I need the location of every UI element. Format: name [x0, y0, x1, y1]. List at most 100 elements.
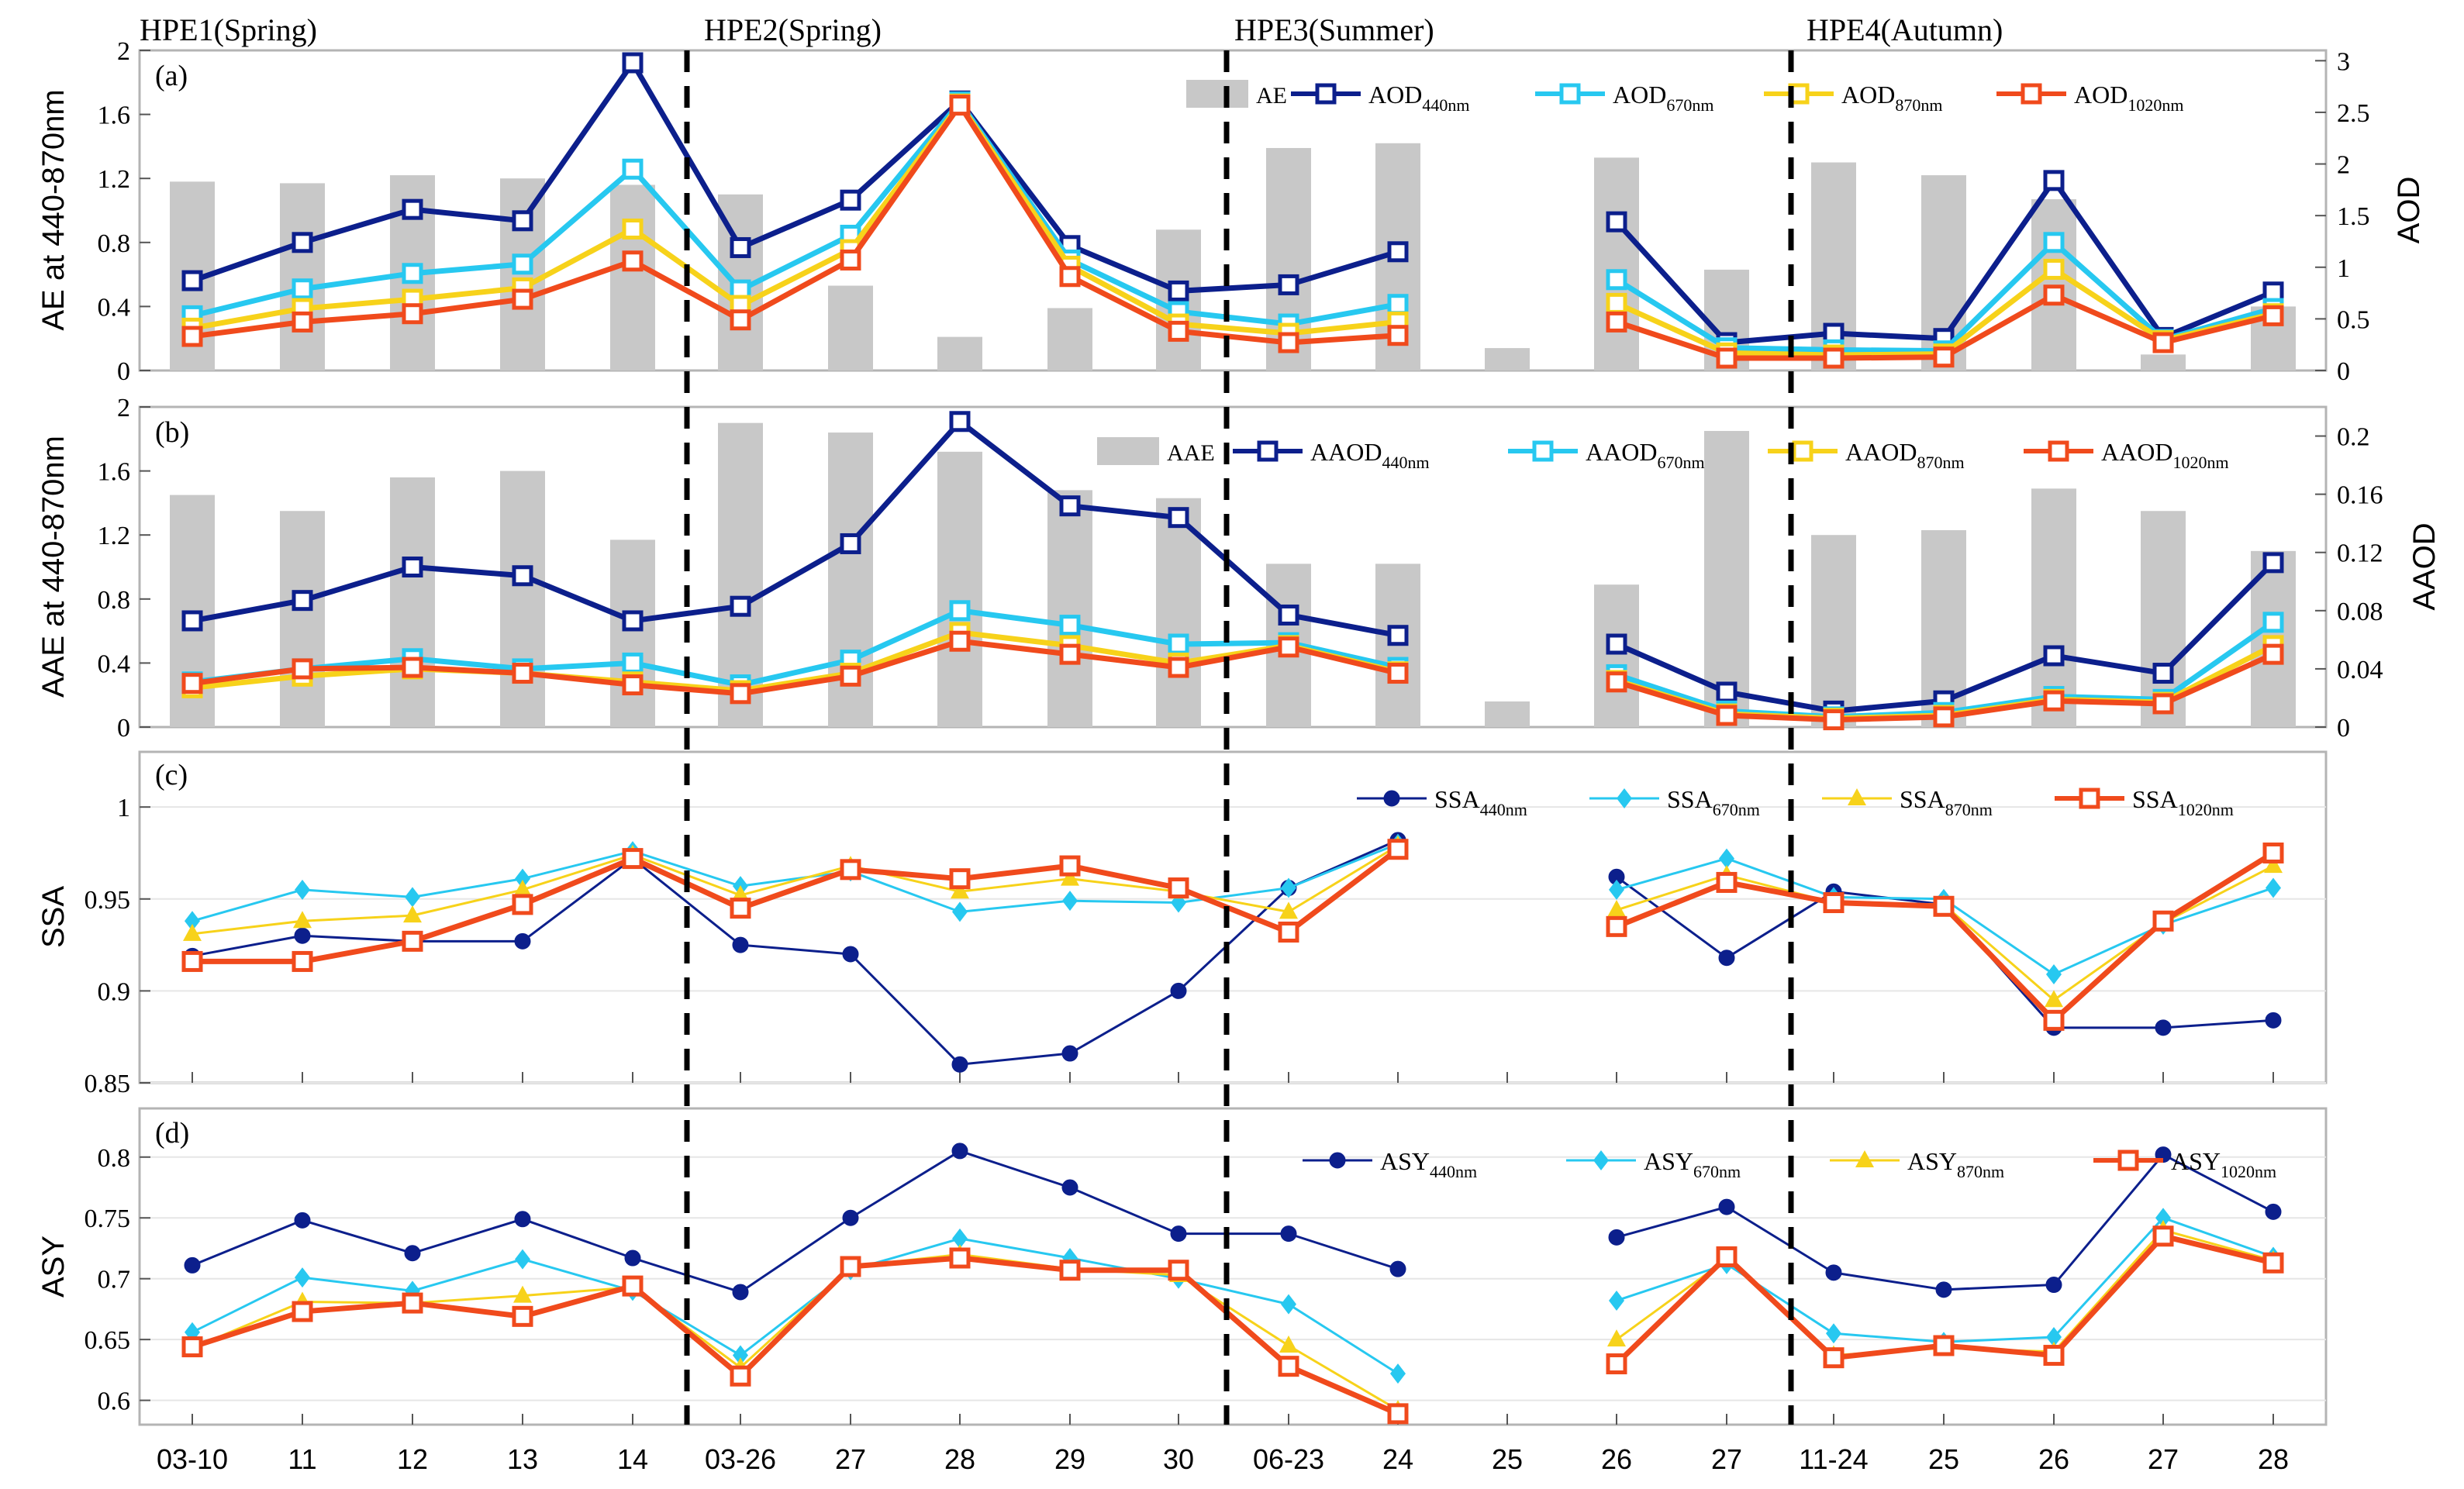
- panel-a-ylabel: AE at 440-870nm: [36, 89, 71, 330]
- panel-a-series-aod-870-point: [1606, 292, 1627, 314]
- panel-d-grid: [140, 1156, 2326, 1401]
- panel-d-series-asy-1020-point: [1387, 1403, 1409, 1425]
- panel-d-series-asy-440-point: [624, 1249, 641, 1267]
- panel-b-series-aaod-1020-point: [1606, 671, 1627, 693]
- panel-b-series-aaod-1020-point: [1278, 636, 1299, 658]
- panel-b-series-aaod-1020-point: [512, 663, 533, 684]
- panel-a-legend-aod-670-label: AOD670nm: [1613, 81, 1713, 115]
- panel-a-legend-aod-870-label: AOD870nm: [1841, 81, 1942, 115]
- x-tick-label: 13: [507, 1443, 538, 1475]
- panel-b-bar: [390, 477, 435, 727]
- period-title-2: HPE2(Spring): [704, 12, 882, 47]
- period-title-3: HPE3(Summer): [1234, 12, 1434, 47]
- panel-c-series-ssa-670-point: [952, 901, 968, 922]
- panel-b-bar: [1811, 535, 1856, 727]
- panel-a-series-aod-1020-point: [1933, 346, 1955, 368]
- panel-a-label: (a): [155, 60, 188, 92]
- panel-c-lines: [181, 832, 2284, 1073]
- panel-d-series-asy-440-point: [1389, 1260, 1406, 1277]
- panel-a-series-aod-1020-point: [181, 326, 203, 347]
- panel-d-ylabel: ASY: [36, 1236, 71, 1298]
- panel-a-series-aod-1020-point: [840, 249, 861, 271]
- panel-d-series-asy-440-point: [294, 1212, 311, 1229]
- panel-b-series-aaod-440-point: [2262, 552, 2284, 574]
- panel-c-series-ssa-440-point: [732, 936, 749, 953]
- panel-a-series-aod-440-point: [402, 198, 423, 220]
- panel-a-series-aod-1020-point: [1387, 325, 1409, 346]
- panel-a-series-aod-440-point: [292, 232, 313, 253]
- panel-b-series-aaod-440-point: [622, 610, 644, 632]
- panel-a-bar: [1047, 308, 1092, 371]
- panel-b-y2tick-label: 0.08: [2337, 598, 2383, 626]
- panel-b-series-aaod-440-point: [292, 590, 313, 612]
- panel-a-series-aod-670-point: [402, 263, 423, 284]
- panel-c-series-ssa-1020-point: [730, 898, 751, 919]
- panel-a-series-aod-440-point: [1823, 322, 1845, 344]
- panel-b-right-ticks: 0 0.04 0.08 0.12 0.16 0.2: [2315, 423, 2383, 743]
- panel-c-series-ssa-1020-point: [181, 950, 203, 972]
- panel-b-series-aaod-440-point: [1059, 495, 1081, 517]
- panel-a-right-ticks: 0 0.5 1 1.5 2 2.5 3: [2315, 47, 2370, 386]
- x-tick-labels: 03-10 11 12 13 14 03-26 27 28 29 30 06-23 24 25 26 27 1…: [157, 1443, 2289, 1475]
- panel-c-legend: SSA440nm SSA670nm SSA870nm SSA1020nm: [1357, 785, 2234, 819]
- panel-d-series-asy-440-point: [1170, 1225, 1187, 1243]
- panel-d-legend: ASY440nm ASY670nm ASY870nm ASY1020nm: [1303, 1147, 2276, 1181]
- panel-b-series-aaod-1020-point: [622, 674, 644, 696]
- panel-d-series-asy-440-point: [2265, 1203, 2282, 1220]
- panel-a-ytick-label: 2: [117, 37, 130, 66]
- panel-b-ytick-label: 0.8: [98, 586, 131, 615]
- panel-b-series-aaod-440-point: [730, 595, 751, 617]
- panel-d-series-asy-1020-point: [181, 1336, 203, 1358]
- panel-d-series-asy-670-point: [952, 1228, 968, 1249]
- panel-c-series-ssa-1020-point: [1168, 877, 1189, 899]
- panel-a-series-aod-440-point: [2043, 170, 2065, 191]
- panel-a-series-aod-440-point: [1387, 241, 1409, 263]
- panel-b-series-aaod-1020-point: [292, 658, 313, 680]
- x-tick-label: 27: [1711, 1443, 1742, 1475]
- panel-a-ytick-label: 0.8: [98, 229, 131, 258]
- panel-d-series-asy-1020-point: [1278, 1356, 1299, 1377]
- panel-c-series-ssa-1020-point: [2043, 1009, 2065, 1031]
- panel-c-series-ssa-440-point: [951, 1056, 968, 1073]
- panel-d-series-asy-670-point: [1609, 1290, 1624, 1311]
- panel-b-series-aaod-670-point: [1059, 615, 1081, 636]
- panel-a-series-aod-440-point: [840, 189, 861, 211]
- panel-a-series-aod-440-point: [2262, 281, 2284, 303]
- panel-b-series-aaod-1020-point: [730, 683, 751, 705]
- panel-d-label: (d): [155, 1117, 189, 1149]
- panel-d-series-asy-440-point: [1608, 1229, 1625, 1246]
- panel-a-series-aod-1020-point: [949, 95, 971, 116]
- panel-a-y2tick-label: 2: [2337, 151, 2350, 180]
- panel-a-series-aod-1020-point: [730, 309, 751, 331]
- panel-d-series-asy-1020-point: [1606, 1353, 1627, 1375]
- panel-a-series-aod-1020-point: [1716, 347, 1738, 369]
- panel-b-legend-bar-swatch: [1097, 437, 1159, 465]
- panel-a-bar: [828, 285, 873, 371]
- panel-b-series-aaod-440-point: [181, 610, 203, 632]
- panel-a-series-aod-440-point: [512, 210, 533, 232]
- panel-b-series-aaod-1020-point: [1059, 643, 1081, 665]
- panel-c-series-ssa-670-line: [192, 843, 1399, 922]
- panel-b-legend-aaod-670-marker: [1532, 440, 1554, 462]
- panel-d-series-asy-670-point: [733, 1345, 748, 1366]
- panel-b-label: (b): [155, 416, 189, 449]
- panel-b-series-aaod-440-point: [402, 557, 423, 577]
- panel-b-series-aaod-440-point: [512, 565, 533, 587]
- panel-a-series-aod-440-point: [1278, 274, 1299, 295]
- panel-a-bar: [937, 336, 982, 371]
- x-tick-label: 26: [1601, 1443, 1632, 1475]
- panel-a-series-aod-1020-point: [1278, 332, 1299, 353]
- panel-a-bar: [1594, 157, 1639, 371]
- x-tick-label: 12: [397, 1443, 428, 1475]
- panel-d-series-asy-440-point: [842, 1209, 859, 1226]
- panel-c-legend-ssa-440-label: SSA440nm: [1434, 785, 1527, 819]
- panel-b-series-aaod-670-point: [1168, 633, 1189, 655]
- panel-b-series-aaod-1020-point: [1933, 706, 1955, 728]
- panel-b-series-aaod-1020-point: [2262, 643, 2284, 665]
- panel-d-series-asy-870-point: [1607, 1329, 1626, 1347]
- panel-a-series-aod-440-point: [622, 52, 644, 74]
- panel-a-series-aod-1020-point: [1168, 320, 1189, 342]
- panel-a-legend-aod-670-marker: [1559, 83, 1581, 105]
- panel-d-series-asy-1020-point: [292, 1301, 313, 1322]
- panel-d-series-asy-440-point: [2045, 1277, 2062, 1294]
